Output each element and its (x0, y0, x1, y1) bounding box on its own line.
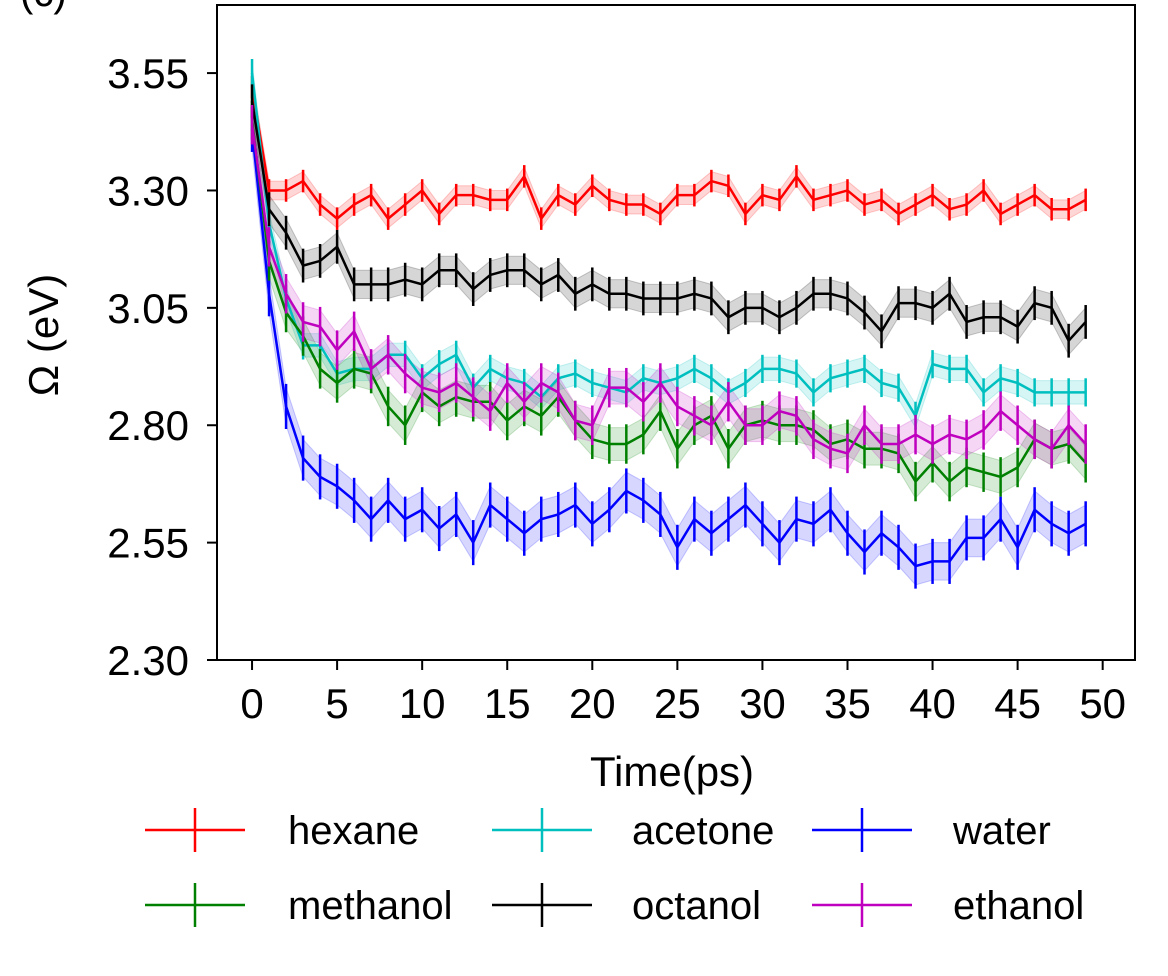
error-bands (251, 61, 1087, 586)
line-ethanol (250, 124, 1087, 455)
y-tick-label: 2.55 (107, 520, 189, 567)
error-band-octanol (251, 87, 1087, 356)
series-water (250, 106, 1087, 589)
line-hexane (250, 86, 1087, 222)
legend-item-hexane: hexane (145, 808, 419, 853)
y-tick-label: 3.55 (107, 50, 189, 97)
legend: hexane acetone water methanol octanol ethanol (145, 808, 1084, 928)
series-lines (250, 58, 1087, 589)
plot-frame (216, 4, 1136, 661)
x-tick-label: 10 (399, 680, 446, 727)
legend-item-methanol: methanol (145, 883, 453, 928)
x-tick-label: 50 (1079, 680, 1126, 727)
y-tick-label: 3.05 (107, 285, 189, 332)
line-acetone (250, 72, 1086, 419)
x-tick-label: 25 (654, 680, 701, 727)
x-axis-label: Time(ps) (590, 748, 754, 795)
legend-label: methanol (288, 884, 453, 928)
legend-label: ethanol (953, 884, 1084, 928)
legend-item-octanol: octanol (492, 883, 761, 928)
legend-item-ethanol: ethanol (812, 883, 1084, 928)
legend-label: hexane (288, 809, 419, 853)
x-tick-label: 20 (569, 680, 616, 727)
x-tick-label: 30 (739, 680, 786, 727)
panel-label: (c) (20, 0, 67, 15)
x-tick-label: 45 (994, 680, 1041, 727)
x-axis: 0 5 10 15 20 25 30 35 40 45 50 (240, 660, 1126, 727)
line-methanol (250, 119, 1087, 484)
y-tick-label: 2.80 (107, 402, 189, 449)
x-tick-label: 40 (909, 680, 956, 727)
y-tick-label: 3.30 (107, 167, 189, 214)
series-ethanol (250, 105, 1087, 474)
y-tick-label: 2.30 (107, 637, 189, 684)
series-octanol (250, 84, 1087, 358)
x-tick-label: 35 (824, 680, 871, 727)
line-water (250, 129, 1087, 568)
x-tick-label: 15 (484, 680, 531, 727)
y-axis: 2.30 2.55 2.80 3.05 3.30 3.55 (107, 50, 217, 684)
series-hexane (250, 75, 1087, 230)
legend-item-acetone: acetone (492, 808, 774, 853)
x-tick-label: 5 (325, 680, 348, 727)
legend-label: water (952, 809, 1051, 853)
y-axis-label: Ω (eV) (20, 274, 67, 396)
legend-label: acetone (632, 809, 774, 853)
legend-item-water: water (812, 808, 1051, 853)
legend-label: octanol (632, 884, 761, 928)
x-tick-label: 0 (240, 680, 263, 727)
line-octanol (250, 101, 1087, 343)
